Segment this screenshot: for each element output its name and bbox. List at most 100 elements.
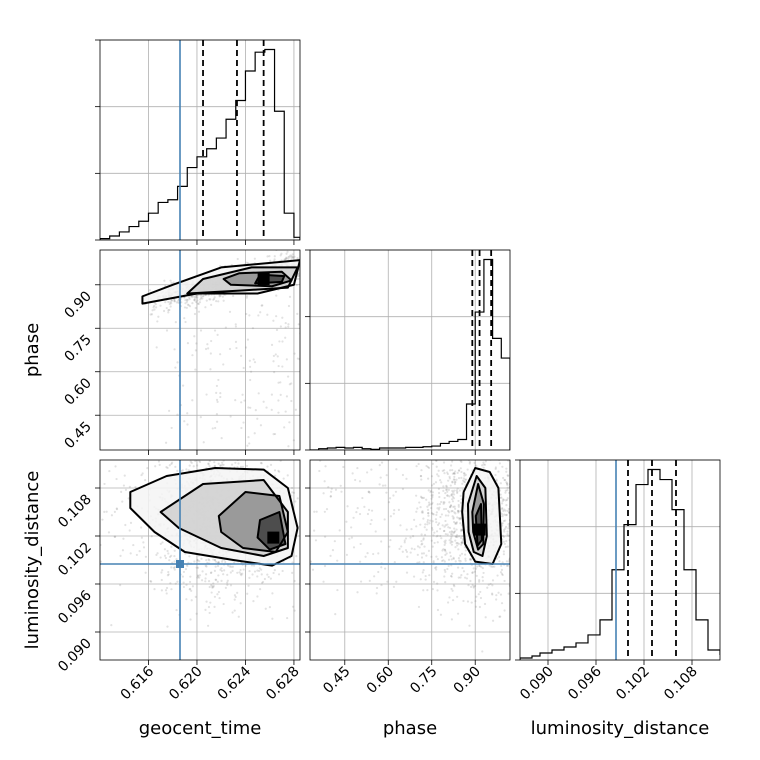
sample-point: [238, 571, 241, 574]
sample-point: [534, 523, 536, 525]
sample-point: [355, 510, 358, 514]
sample-point: [436, 503, 439, 506]
sample-point: [454, 535, 457, 538]
sample-point: [416, 373, 418, 375]
sample-point: [236, 571, 239, 574]
sample-point: [202, 416, 204, 418]
sample-point: [432, 513, 435, 516]
sample-point: [528, 500, 530, 502]
sample-point: [517, 532, 519, 534]
sample-point: [452, 520, 456, 524]
sample-point: [535, 527, 537, 529]
sample-point: [444, 532, 447, 536]
sample-point: [215, 391, 218, 394]
sample-point: [194, 368, 197, 371]
sample-point: [288, 383, 291, 386]
contour-line: [186, 266, 299, 295]
sample-point: [138, 550, 141, 553]
sample-point: [329, 495, 332, 498]
sample-point: [398, 547, 401, 551]
geocent-time-vs-phase-ytick-label: 0.75: [61, 332, 94, 365]
sample-point: [526, 608, 528, 610]
sample-point: [193, 312, 197, 316]
sample-point: [474, 584, 477, 588]
sample-point: [418, 501, 421, 504]
sample-point: [520, 543, 522, 545]
sample-point: [444, 539, 447, 542]
sample-point: [448, 539, 451, 542]
sample-point: [413, 452, 415, 454]
sample-point: [272, 319, 275, 322]
panel-geocent-time-vs-phase: 0.450.600.750.90: [61, 249, 308, 455]
sample-point: [436, 523, 440, 526]
sample-point: [166, 466, 169, 470]
sample-point: [511, 586, 513, 588]
contour-line: [141, 259, 300, 305]
sample-point: [535, 514, 537, 516]
sample-point: [458, 535, 461, 538]
sample-point: [460, 542, 463, 545]
sample-point: [196, 302, 200, 305]
sample-point: [506, 509, 510, 513]
sample-point: [459, 494, 462, 497]
sample-point: [352, 516, 355, 519]
sample-point: [512, 503, 514, 505]
sample-point: [451, 500, 455, 503]
sample-point: [233, 598, 236, 601]
sample-point: [306, 267, 308, 269]
sample-point: [431, 491, 435, 494]
sample-point: [263, 577, 266, 581]
sample-point: [323, 535, 327, 538]
sample-point: [168, 409, 171, 412]
sample-point: [426, 523, 429, 526]
sample-point: [194, 349, 197, 352]
sample-point: [515, 500, 517, 502]
sample-point: [253, 432, 256, 435]
sample-point: [293, 609, 296, 612]
sample-point: [227, 398, 229, 400]
sample-point: [480, 415, 482, 417]
sample-point: [524, 490, 526, 492]
sample-point: [199, 294, 202, 297]
sample-point: [525, 511, 527, 513]
sample-point: [451, 572, 454, 575]
sample-point: [482, 466, 485, 469]
sample-point: [239, 429, 241, 431]
sample-point: [503, 457, 505, 459]
sample-point: [520, 550, 522, 552]
sample-point: [302, 259, 304, 261]
sample-point: [213, 296, 216, 299]
sample-point: [186, 412, 189, 415]
sample-point: [471, 446, 473, 448]
sample-point: [500, 564, 503, 568]
sample-point: [164, 441, 168, 444]
sample-point: [484, 616, 487, 619]
sample-point: [271, 592, 274, 595]
density-peak: [257, 272, 270, 285]
sample-point: [409, 551, 412, 554]
sample-point: [452, 517, 455, 520]
sample-point: [450, 540, 453, 543]
sample-point: [200, 295, 203, 298]
sample-point: [144, 479, 147, 482]
sample-point: [427, 501, 431, 504]
sample-point: [502, 540, 505, 543]
sample-point: [345, 553, 348, 556]
sample-point: [207, 624, 210, 627]
sample-point: [451, 468, 454, 472]
sample-point: [433, 541, 436, 545]
sample-point: [448, 501, 451, 504]
sample-point: [517, 515, 519, 517]
sample-point: [440, 481, 443, 484]
sample-point: [226, 573, 229, 576]
sample-point: [411, 535, 415, 538]
sample-point: [453, 585, 456, 588]
sample-point: [450, 494, 453, 497]
sample-point: [176, 413, 179, 416]
sample-point: [450, 530, 453, 533]
sample-point: [207, 558, 210, 561]
sample-point: [481, 575, 484, 579]
sample-point: [358, 480, 362, 483]
sample-point: [208, 585, 211, 589]
sample-point: [450, 510, 453, 513]
